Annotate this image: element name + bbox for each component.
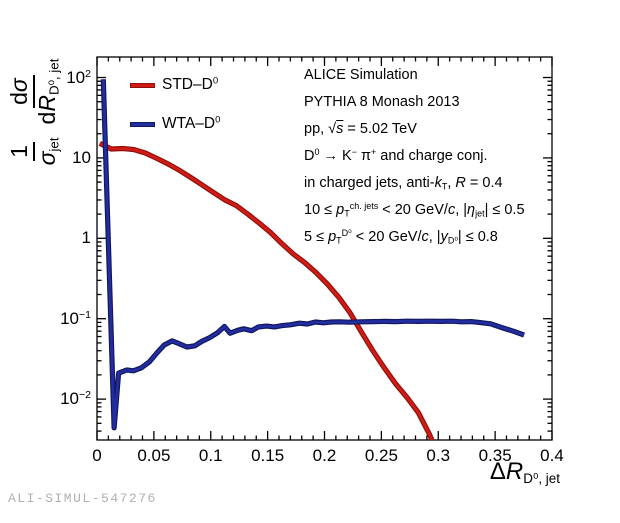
x-tick-label: 0.3 [426, 446, 451, 465]
x-tick-label: 0.35 [478, 446, 512, 465]
axis-ticks [96, 57, 553, 440]
x-tick-label: 0.4 [540, 446, 564, 465]
x-axis-title: ΔRD⁰, jet [489, 458, 560, 486]
y-title-denominator-1: σjet [34, 137, 62, 166]
y-title-denominator-2: dRD⁰, jet [34, 58, 62, 125]
x-tick-label: 0.05 [137, 446, 171, 465]
x-tick-label: 0.2 [312, 446, 337, 465]
y-axis-title-fraction-1: 1 σjet [6, 136, 62, 166]
y-tick-label: 10 [72, 147, 91, 167]
series-std-d0-line [98, 140, 435, 440]
x-tick-label: 0.15 [251, 446, 285, 465]
legend-item-std-d0: STD–D0 [130, 74, 218, 96]
x-tick-label: 0 [92, 446, 102, 465]
y-axis-title-fraction-2: dσ dRD⁰, jet [6, 58, 62, 126]
legend-item-wta-d0: WTA–D0 [130, 113, 220, 135]
plot-frame [96, 56, 553, 441]
annotation-block: ALICE Simulation PYTHIA 8 Monash 2013 pp, … [304, 62, 525, 251]
y-title-numerator-1: 1 [6, 142, 35, 161]
y-tick-label: 102 [66, 67, 91, 87]
annotation-line: in charged jets, anti-kT, R = 0.4 [304, 175, 503, 192]
y-tick-label: 10−1 [60, 308, 91, 328]
x-tick-label: 0.1 [198, 446, 223, 465]
legend-label-wta-d0: WTA–D0 [162, 114, 221, 132]
y-title-numerator-2: dσ [6, 75, 35, 108]
annotation-line: PYTHIA 8 Monash 2013 [304, 94, 460, 110]
annotation-line: ALICE Simulation [304, 67, 418, 83]
legend-swatch-std-d0 [130, 82, 155, 88]
annotation-line: pp, √s = 5.02 TeV [304, 121, 417, 137]
y-axis-title: 1 σjet dσ dRD⁰, jet [3, 43, 65, 181]
y-tick-label: 1 [81, 228, 91, 248]
watermark: ALI-SIMUL-547276 [8, 491, 157, 506]
y-tick-label: 10−2 [60, 389, 91, 409]
annotation-line: 10 ≤ pTch. jets < 20 GeV/c, |ηjet| ≤ 0.5 [304, 201, 525, 219]
annotation-line: 5 ≤ pTD⁰ < 20 GeV/c, |yD⁰| ≤ 0.8 [304, 228, 498, 246]
legend-label-std-d0: STD–D0 [162, 75, 219, 93]
legend-swatch-wta-d0 [130, 121, 155, 127]
annotation-line: D0 → K− π+ and charge conj. [304, 147, 488, 164]
series-wta-d0-line [100, 79, 525, 431]
x-tick-label: 0.25 [364, 446, 398, 465]
